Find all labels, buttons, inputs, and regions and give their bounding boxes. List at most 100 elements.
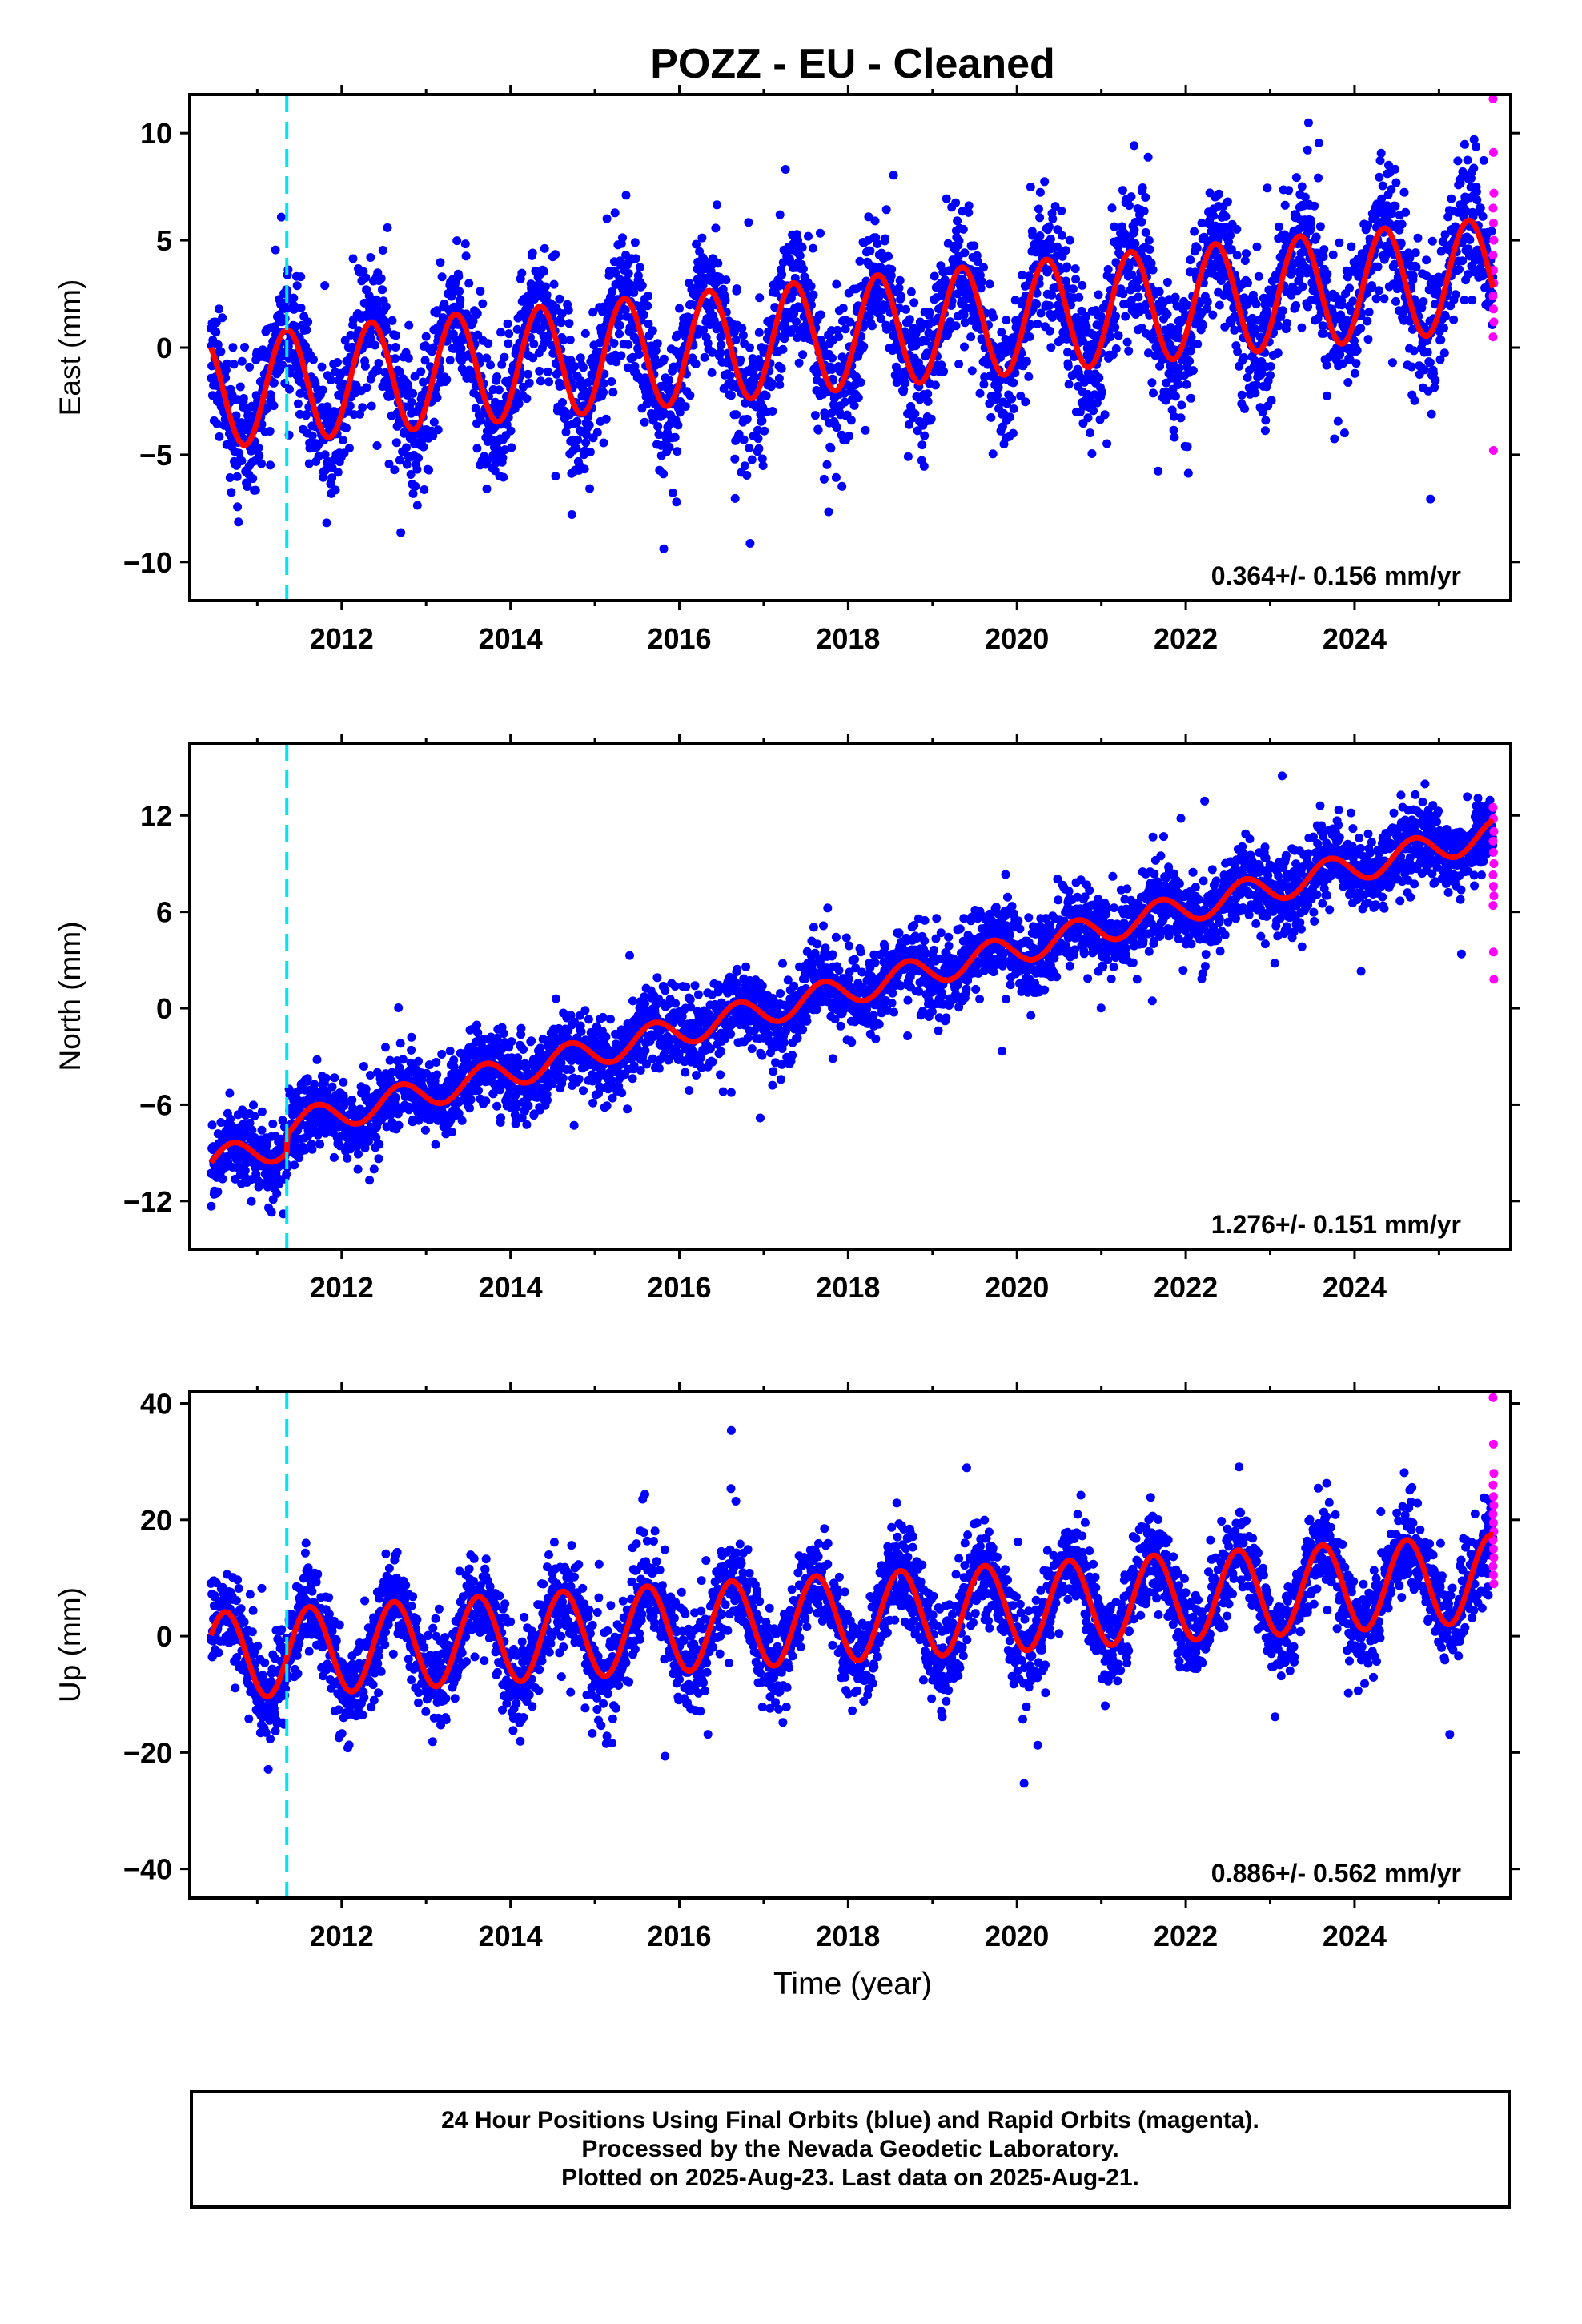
final-orbit-point [321,1073,331,1083]
final-orbit-point [567,510,576,519]
final-orbit-point [1469,135,1479,144]
final-orbit-point [1343,272,1352,282]
final-orbit-point [1274,321,1283,331]
final-orbit-point [1126,192,1136,202]
final-orbit-point [265,427,275,436]
final-orbit-point [673,447,682,456]
final-orbit-point [233,502,243,512]
final-orbit-point [410,372,420,381]
final-orbit-point [994,383,1003,392]
final-orbit-point [471,404,480,413]
final-orbit-point [414,1056,423,1066]
final-orbit-point [1071,275,1081,284]
final-orbit-point [506,426,516,436]
final-orbit-point [320,281,330,291]
final-orbit-point [348,254,358,263]
final-orbit-point [1431,376,1440,385]
final-orbit-point [519,1045,528,1054]
final-orbit-point [254,443,263,452]
final-orbit-point [665,442,674,452]
final-orbit-point [745,539,755,548]
final-orbit-point [1130,217,1140,227]
final-orbit-point [1226,231,1235,240]
final-orbit-point [245,362,255,372]
final-orbit-point [317,362,327,372]
final-orbit-point [659,469,669,479]
final-orbit-point [1384,160,1393,170]
final-orbit-point [917,440,927,450]
final-orbit-point [1036,308,1046,318]
final-orbit-point [354,1149,363,1159]
final-orbit-point [1240,404,1249,413]
final-orbit-point [528,248,537,258]
final-orbit-point [644,292,653,300]
final-orbit-point [429,343,438,352]
final-orbit-point [1082,312,1091,321]
final-orbit-point [659,354,669,364]
final-orbit-point [247,1125,257,1135]
final-orbit-point [309,355,318,364]
final-orbit-point [1343,378,1353,387]
final-orbit-point [513,1053,523,1063]
final-orbit-point [516,1023,526,1033]
final-orbit-point [248,474,258,484]
final-orbit-point [1300,192,1310,202]
final-orbit-point [1044,265,1054,275]
final-orbit-point [700,352,709,362]
final-orbit-point [964,201,974,211]
final-orbit-point [1148,265,1158,275]
final-orbit-point [473,330,483,340]
final-orbit-point [744,218,753,227]
final-orbit-point [831,472,841,482]
final-orbit-point [391,331,400,340]
final-orbit-point [267,1208,276,1217]
final-orbit-point [1021,397,1030,407]
final-orbit-point [824,507,833,517]
final-orbit-point [1371,294,1381,304]
final-orbit-point [1472,187,1481,196]
final-orbit-point [355,409,364,419]
final-orbit-point [1182,442,1192,452]
final-orbit-point [692,239,701,249]
final-orbit-point [250,1112,259,1121]
final-orbit-point [903,452,913,461]
final-orbit-point [870,216,880,226]
final-orbit-point [213,1187,223,1196]
final-orbit-point [1110,222,1119,231]
final-orbit-point [1141,193,1150,202]
final-orbit-point [257,459,267,468]
final-orbit-point [1427,236,1437,246]
final-orbit-point [1363,220,1373,230]
final-orbit-point [775,210,785,219]
final-orbit-point [240,1166,250,1176]
final-orbit-point [235,448,244,458]
final-orbit-point [1130,239,1140,248]
final-orbit-point [1195,298,1204,308]
x-tick-label: 2018 [816,622,880,655]
final-orbit-point [417,1075,427,1084]
final-orbit-point [654,430,664,440]
final-orbit-point [620,305,630,315]
final-orbit-point [497,360,507,369]
final-orbit-point [665,383,675,392]
x-tick-label: 2020 [985,622,1049,655]
final-orbit-point [367,401,376,411]
final-orbit-point [1468,296,1477,305]
final-orbit-point [359,1062,368,1071]
final-orbit-point [207,1201,216,1211]
final-orbit-point [1035,187,1045,197]
final-orbit-point [819,474,829,484]
final-orbit-point [755,293,765,303]
final-orbit-point [1050,202,1060,211]
final-orbit-point [564,319,574,328]
rapid-orbit-point [1488,251,1498,260]
final-orbit-point [822,460,832,469]
final-orbit-point [1199,320,1208,330]
final-orbit-point [378,285,387,295]
final-orbit-point [245,1118,255,1128]
final-orbit-point [960,248,970,258]
final-orbit-point [740,461,749,471]
final-orbit-point [711,223,721,233]
final-orbit-point [1328,250,1338,259]
final-orbit-point [391,354,400,364]
